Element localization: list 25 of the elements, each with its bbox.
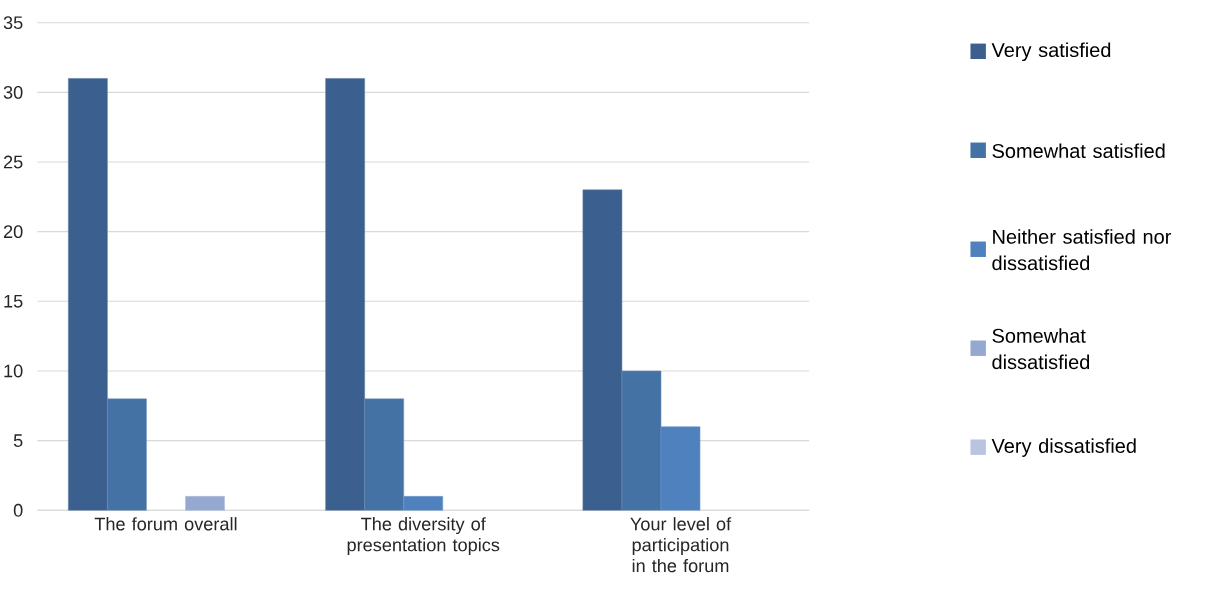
y-tick-label: 30 — [3, 86, 23, 99]
bar — [325, 78, 365, 511]
legend-label: Somewhat satisfied — [992, 143, 1165, 159]
y-tick-label: 20 — [3, 225, 23, 239]
legend-label: Somewhat dissatisfied — [992, 328, 1090, 370]
bar — [68, 78, 108, 511]
y-tick-label: 25 — [3, 155, 23, 169]
y-tick-label: 0 — [13, 504, 23, 517]
bar — [185, 496, 225, 511]
y-tick-label: 10 — [4, 364, 23, 378]
x-tick-label: Your level of participation in the forum — [630, 517, 732, 573]
y-tick-label: 15 — [4, 295, 23, 308]
bar — [107, 398, 147, 511]
y-tick-label: 5 — [13, 434, 23, 448]
y-tick-label: 35 — [3, 16, 23, 30]
bar — [582, 189, 623, 511]
x-tick-label: The forum overall — [94, 517, 237, 531]
legend-label: Neither satisfied nor dissatisfied — [992, 229, 1172, 271]
bar — [364, 398, 404, 511]
legend-label: Very dissatisfied — [991, 438, 1136, 458]
bar — [660, 426, 701, 511]
bar — [621, 370, 662, 511]
legend-label: Very satisfied — [991, 42, 1111, 62]
x-tick-label: The diversity of presentation topics — [347, 517, 500, 556]
bar — [403, 496, 444, 511]
